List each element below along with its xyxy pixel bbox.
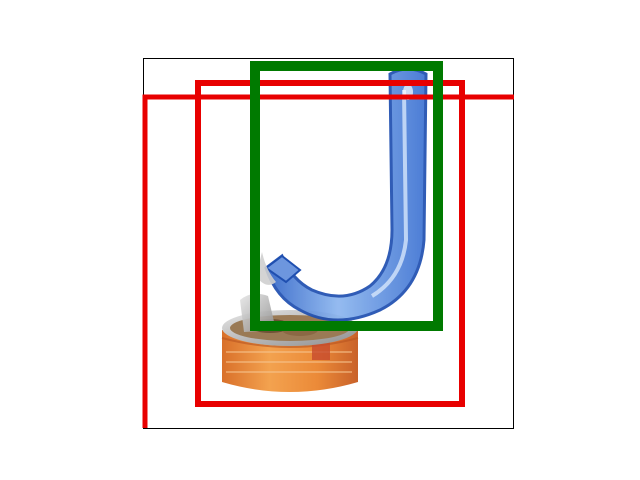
red-bounding-box [142, 94, 514, 428]
green-bounding-box [250, 61, 443, 331]
bounding-boxes [142, 61, 514, 428]
red-bounding-box [195, 80, 465, 407]
